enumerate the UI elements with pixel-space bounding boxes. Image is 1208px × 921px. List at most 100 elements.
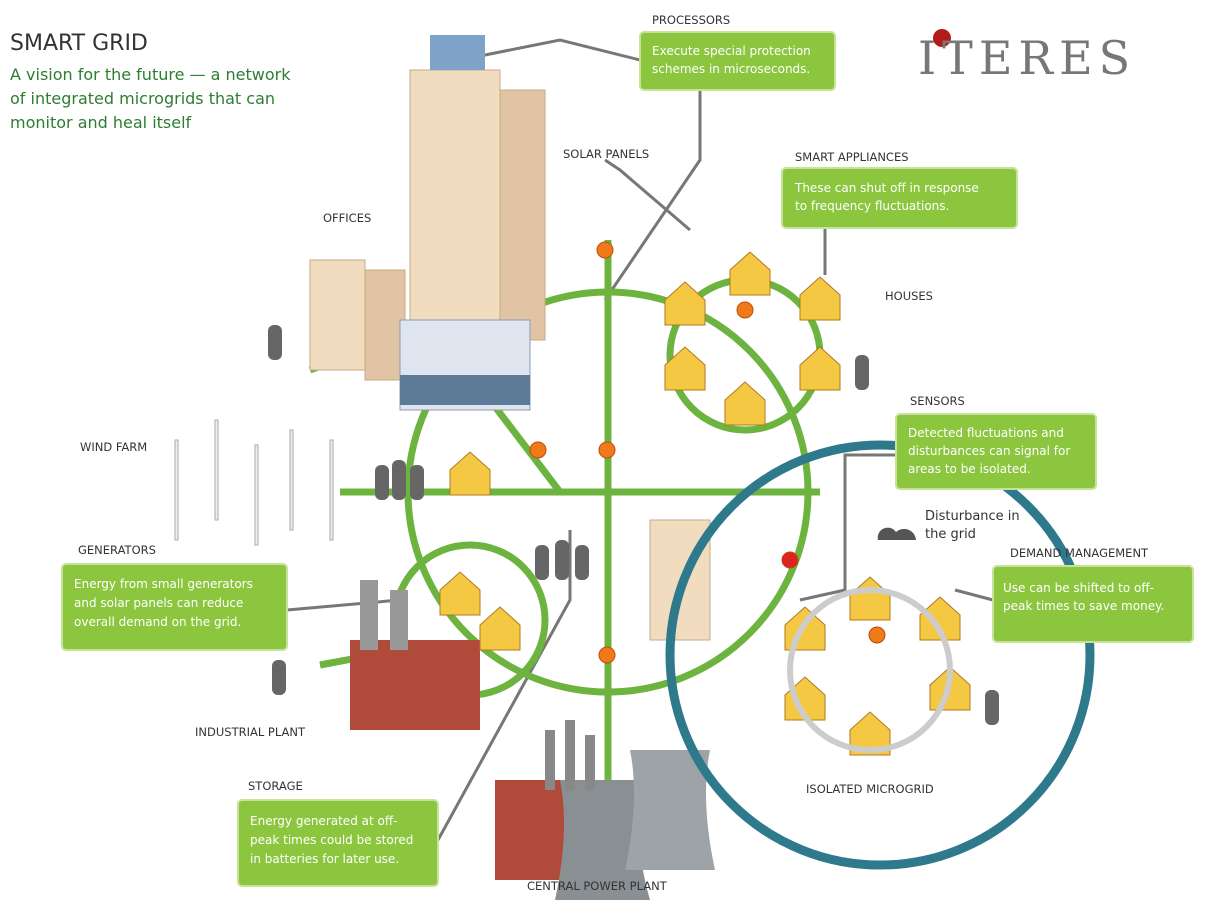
shape bbox=[599, 442, 615, 458]
label: INDUSTRIAL PLANT bbox=[195, 725, 306, 739]
shape bbox=[330, 440, 333, 540]
shape bbox=[782, 168, 1017, 228]
callout: DEMAND MANAGEMENT Use can be shifted to … bbox=[993, 546, 1193, 642]
text-line: of integrated microgrids that can bbox=[10, 89, 275, 108]
text-line: Detected fluctuations and bbox=[908, 426, 1064, 440]
callout-title: GENERATORS bbox=[78, 543, 156, 557]
label: SOLAR PANELS bbox=[563, 147, 649, 161]
callout: SENSORS Detected fluctuations and disturb… bbox=[896, 394, 1096, 489]
shape bbox=[500, 90, 545, 340]
shape bbox=[985, 690, 999, 725]
text-line: overall demand on the grid. bbox=[74, 615, 241, 629]
shape bbox=[430, 35, 485, 70]
callout-title: PROCESSORS bbox=[652, 13, 730, 27]
shape bbox=[565, 720, 575, 790]
shape bbox=[535, 545, 549, 580]
text-line: Disturbance in bbox=[925, 509, 1020, 524]
shape: Energy from small generators and solar pa… bbox=[74, 577, 253, 629]
text-line: and solar panels can reduce bbox=[74, 596, 243, 610]
shape bbox=[575, 545, 589, 580]
label: OFFICES bbox=[323, 211, 371, 225]
text-line: peak times could be stored bbox=[250, 833, 413, 847]
shape bbox=[440, 572, 480, 615]
isolation-ring bbox=[670, 445, 1090, 865]
shape bbox=[268, 325, 282, 360]
text-line: Execute special protection bbox=[652, 44, 811, 58]
shape bbox=[450, 452, 490, 495]
shape bbox=[855, 355, 869, 390]
shape bbox=[800, 277, 840, 320]
shape bbox=[782, 552, 798, 568]
shape bbox=[665, 282, 705, 325]
shape bbox=[530, 442, 546, 458]
shape bbox=[955, 590, 993, 600]
shape bbox=[310, 260, 365, 370]
title: SMART GRID bbox=[10, 31, 148, 56]
shape bbox=[737, 302, 753, 318]
text-line: areas to be isolated. bbox=[908, 462, 1031, 476]
shape bbox=[869, 627, 885, 643]
label: Disturbance in the grid bbox=[925, 509, 1020, 542]
callout-title: DEMAND MANAGEMENT bbox=[1010, 546, 1149, 560]
shape bbox=[287, 600, 400, 610]
shape bbox=[175, 440, 178, 540]
shape: Energy generated at off-peak times could… bbox=[250, 814, 413, 866]
shape bbox=[490, 400, 560, 492]
shape bbox=[375, 465, 389, 500]
shape bbox=[555, 540, 569, 580]
shape bbox=[599, 647, 615, 663]
shape bbox=[290, 430, 293, 530]
shape bbox=[725, 382, 765, 425]
shape bbox=[365, 270, 405, 380]
shape bbox=[585, 735, 595, 790]
shape bbox=[460, 40, 640, 60]
shape bbox=[545, 730, 555, 790]
shape bbox=[410, 465, 424, 500]
label: CENTRAL POWER PLANT bbox=[527, 879, 668, 893]
text-line: These can shut off in response bbox=[794, 181, 979, 195]
text-line: peak times to save money. bbox=[1003, 599, 1164, 613]
text-line: Energy generated at off- bbox=[250, 814, 397, 828]
shape bbox=[392, 460, 406, 500]
shape bbox=[272, 660, 286, 695]
shape bbox=[597, 242, 613, 258]
shape bbox=[480, 607, 520, 650]
callout: GENERATORS Energy from small generators a… bbox=[62, 543, 287, 650]
text-line: Energy from small generators bbox=[74, 577, 253, 591]
shape bbox=[850, 577, 890, 620]
text-line: in batteries for later use. bbox=[250, 852, 399, 866]
text-line: Use can be shifted to off- bbox=[1003, 581, 1154, 595]
label: WIND FARM bbox=[80, 440, 147, 454]
text-line: A vision for the future — a network bbox=[10, 65, 291, 84]
callout: SMART APPLIANCES These can shut off in r… bbox=[782, 150, 1017, 228]
shape bbox=[400, 375, 530, 405]
shape bbox=[390, 590, 408, 650]
shape bbox=[410, 70, 500, 340]
callout: PROCESSORS Execute special protection sch… bbox=[640, 13, 835, 90]
shape bbox=[175, 420, 333, 545]
label: HOUSES bbox=[885, 289, 933, 303]
text-line: monitor and heal itself bbox=[10, 113, 192, 132]
shape bbox=[360, 580, 378, 650]
logo: ITERES bbox=[918, 31, 1136, 85]
shape bbox=[800, 347, 840, 390]
shape bbox=[640, 32, 835, 90]
shape bbox=[730, 252, 770, 295]
buildings bbox=[175, 35, 999, 900]
diagram: SMART GRID A vision for the future — a n… bbox=[0, 0, 1208, 921]
callout-title: STORAGE bbox=[248, 779, 303, 793]
shape bbox=[255, 445, 258, 545]
storm-cloud bbox=[878, 528, 916, 540]
text-line: to frequency fluctuations. bbox=[795, 199, 949, 213]
callout-title: SENSORS bbox=[910, 394, 965, 408]
text-line: the grid bbox=[925, 527, 976, 542]
shape bbox=[215, 420, 218, 520]
shape bbox=[605, 90, 700, 300]
label: ISOLATED MICROGRID bbox=[806, 782, 934, 796]
callout-title: SMART APPLIANCES bbox=[795, 150, 909, 164]
subtitle: A vision for the future — a network of in… bbox=[10, 65, 291, 132]
text-line: disturbances can signal for bbox=[908, 444, 1070, 458]
callout: STORAGE Energy generated at off-peak tim… bbox=[238, 779, 438, 886]
text-line: schemes in microseconds. bbox=[652, 62, 810, 76]
shape bbox=[350, 640, 480, 730]
